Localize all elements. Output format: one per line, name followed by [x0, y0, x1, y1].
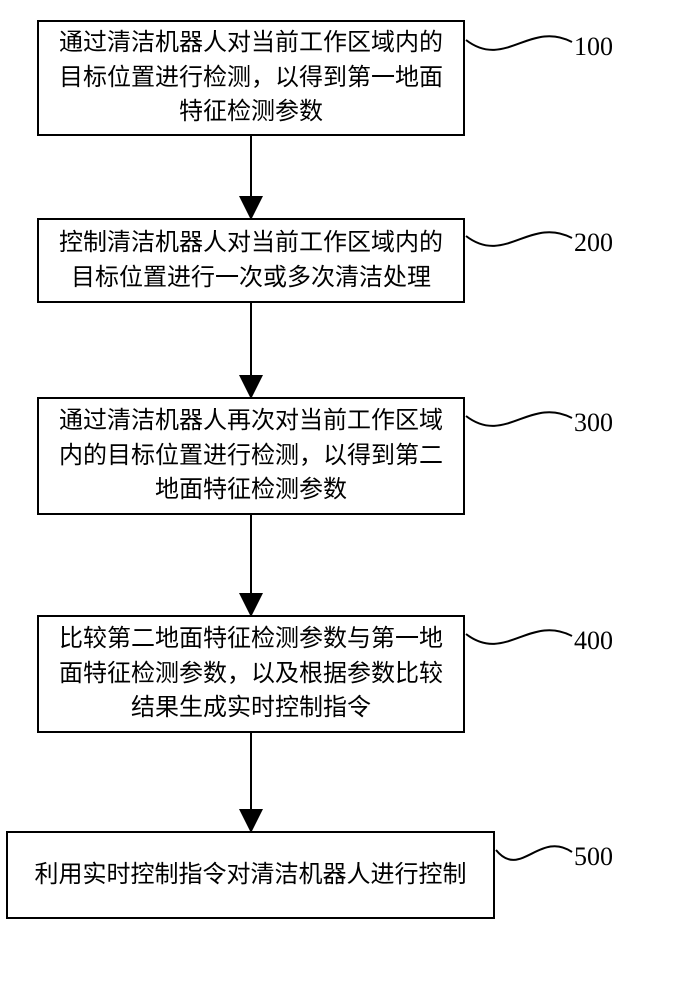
flow-step-text: 控制清洁机器人对当前工作区域内的目标位置进行一次或多次清洁处理	[55, 226, 447, 296]
label-connector	[466, 36, 572, 50]
label-connector	[496, 846, 572, 860]
flow-step-text: 通过清洁机器人对当前工作区域内的目标位置进行检测，以得到第一地面特征检测参数	[55, 26, 447, 130]
label-connector	[466, 630, 572, 644]
flow-step-text: 利用实时控制指令对清洁机器人进行控制	[35, 858, 467, 893]
flow-step-text: 通过清洁机器人再次对当前工作区域内的目标位置进行检测，以得到第二地面特征检测参数	[55, 404, 447, 508]
flow-step-label: 400	[574, 626, 613, 656]
flow-step-100: 通过清洁机器人对当前工作区域内的目标位置进行检测，以得到第一地面特征检测参数	[37, 20, 465, 136]
flow-step-label: 200	[574, 228, 613, 258]
flow-step-label: 300	[574, 408, 613, 438]
flow-step-500: 利用实时控制指令对清洁机器人进行控制	[6, 831, 495, 919]
flow-step-200: 控制清洁机器人对当前工作区域内的目标位置进行一次或多次清洁处理	[37, 218, 465, 303]
flow-step-300: 通过清洁机器人再次对当前工作区域内的目标位置进行检测，以得到第二地面特征检测参数	[37, 397, 465, 515]
flow-step-label: 500	[574, 842, 613, 872]
flowchart-container: 通过清洁机器人对当前工作区域内的目标位置进行检测，以得到第一地面特征检测参数 10…	[0, 0, 679, 1000]
label-connector	[466, 412, 572, 426]
flow-step-400: 比较第二地面特征检测参数与第一地面特征检测参数，以及根据参数比较结果生成实时控制…	[37, 615, 465, 733]
label-connector	[466, 232, 572, 246]
flow-step-text: 比较第二地面特征检测参数与第一地面特征检测参数，以及根据参数比较结果生成实时控制…	[55, 622, 447, 726]
flow-step-label: 100	[574, 32, 613, 62]
